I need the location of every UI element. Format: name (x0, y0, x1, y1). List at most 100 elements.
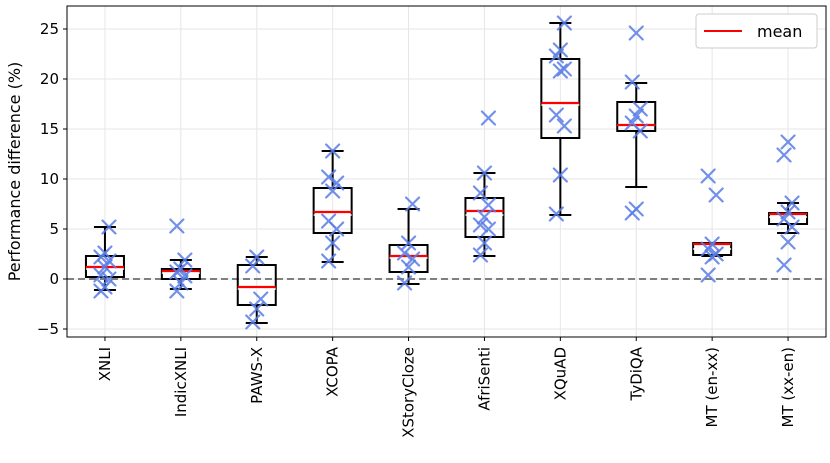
plot-frame (66, 5, 827, 338)
marker-stroke (400, 235, 417, 251)
marker-stroke (404, 196, 421, 212)
data-point-marker (552, 63, 568, 79)
data-point-marker (476, 165, 493, 181)
y-tick-label: 0 (49, 270, 59, 288)
marker-stroke (169, 283, 185, 299)
marker-stroke (704, 236, 720, 252)
data-point-marker (245, 258, 261, 274)
y-tick-label: 25 (40, 20, 59, 38)
data-point-marker (97, 279, 113, 295)
marker-stroke (249, 301, 265, 317)
data-point-marker (780, 204, 796, 220)
marker-stroke (624, 74, 640, 90)
legend-box (695, 13, 818, 49)
x-tick-label: PAWS-X (248, 347, 266, 404)
marker-stroke (476, 209, 493, 225)
data-point-marker (101, 271, 117, 287)
data-point-marker (396, 245, 413, 261)
data-point-marker (708, 246, 724, 262)
data-point-marker (101, 219, 117, 235)
marker-stroke (480, 197, 497, 213)
marker-stroke (396, 245, 413, 261)
marker-stroke (632, 101, 648, 117)
data-point-marker (404, 251, 421, 267)
data-point-marker (552, 167, 568, 183)
marker-stroke (776, 211, 792, 227)
marker-stroke (97, 245, 113, 261)
data-point-marker (704, 236, 720, 252)
legend-mean-label: mean (757, 22, 802, 41)
iqr-box (236, 264, 277, 306)
marker-stroke (321, 169, 337, 185)
data-point-marker (784, 195, 800, 211)
marker-stroke (700, 168, 716, 184)
marker-stroke (472, 247, 489, 263)
data-point-marker (556, 61, 572, 77)
marker-stroke (624, 115, 640, 131)
marker-stroke (628, 201, 644, 217)
y-tick-label: 20 (40, 70, 59, 88)
marker-stroke (476, 235, 493, 251)
x-tick-label: TyDiQA (627, 346, 645, 401)
marker-stroke (780, 204, 796, 220)
marker-stroke (325, 235, 341, 251)
data-point-marker (249, 249, 265, 265)
x-tick-label: AfriSenti (475, 347, 493, 411)
data-point-marker (325, 183, 341, 199)
data-point-marker (325, 235, 341, 251)
marker-stroke (93, 267, 109, 283)
x-tick-label: XQuAD (551, 347, 569, 400)
data-point-marker (169, 283, 185, 299)
marker-stroke (173, 275, 189, 291)
data-point-marker (632, 101, 648, 117)
data-point-marker (700, 168, 716, 184)
marker-stroke (396, 275, 413, 291)
iqr-box (616, 101, 657, 132)
data-point-marker (177, 268, 193, 284)
data-point-marker (480, 110, 497, 126)
data-point-marker (480, 221, 497, 237)
data-point-marker (97, 245, 113, 261)
marker-stroke (404, 251, 421, 267)
data-point-marker (628, 108, 644, 124)
data-point-marker (173, 261, 189, 277)
marker-stroke (632, 123, 648, 139)
data-point-marker (173, 275, 189, 291)
y-tick-label: 5 (49, 220, 59, 238)
marker-stroke (169, 218, 185, 234)
marker-stroke (101, 271, 117, 287)
marker-stroke (552, 63, 568, 79)
marker-stroke (784, 219, 800, 235)
marker-stroke (325, 143, 341, 159)
marker-stroke (173, 261, 189, 277)
data-point-marker (624, 115, 640, 131)
marker-stroke (400, 259, 417, 275)
marker-stroke (700, 267, 716, 283)
x-tick-label: XNLI (96, 347, 114, 381)
data-point-marker (404, 196, 421, 212)
data-point-marker (400, 259, 417, 275)
data-point-marker (776, 147, 792, 163)
marker-stroke (321, 213, 337, 229)
x-tick-label: XStoryCloze (400, 347, 418, 438)
marker-stroke (556, 61, 572, 77)
data-point-marker (321, 213, 337, 229)
marker-stroke (776, 147, 792, 163)
y-tick-label: −5 (37, 320, 59, 338)
marker-stroke (556, 15, 572, 31)
data-point-marker (472, 247, 489, 263)
data-point-marker (321, 253, 337, 269)
data-point-marker (628, 201, 644, 217)
data-point-marker (325, 143, 341, 159)
marker-stroke (548, 107, 564, 123)
data-point-marker (472, 217, 489, 233)
marker-stroke (245, 258, 261, 274)
data-point-marker (101, 253, 117, 269)
marker-stroke (556, 118, 572, 134)
data-point-marker (628, 25, 644, 41)
y-axis-label: Performance difference (%) (5, 62, 24, 282)
data-point-marker (472, 185, 489, 201)
data-point-marker (480, 197, 497, 213)
